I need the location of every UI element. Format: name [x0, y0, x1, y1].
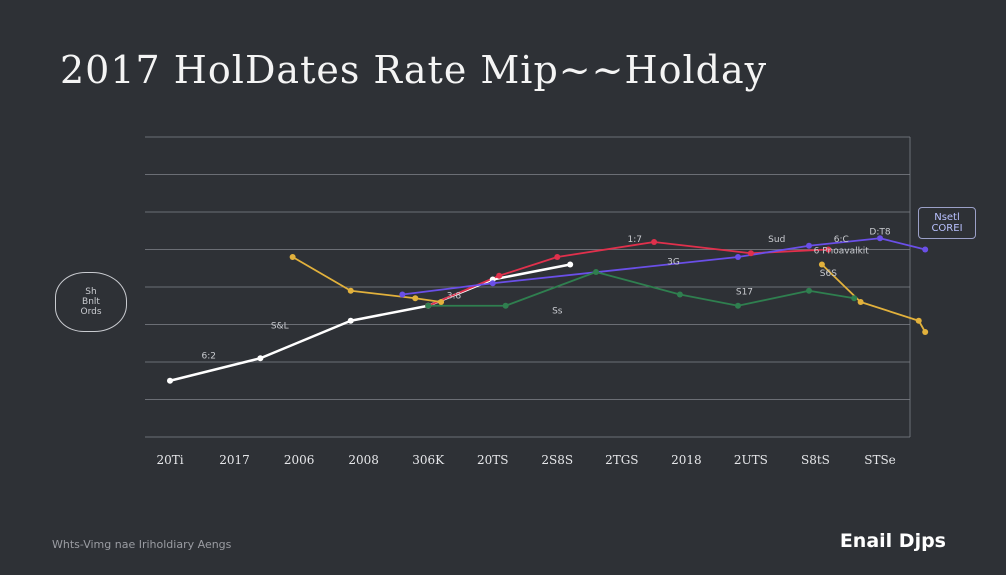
- x-tick-label: 2017: [219, 453, 250, 467]
- data-label: Sud: [768, 235, 785, 245]
- data-point: [818, 261, 825, 268]
- x-tick-label: 2006: [284, 453, 315, 467]
- chart-title: 2017 HolDates Rate Mip~~Holday: [60, 48, 768, 92]
- data-point: [412, 295, 419, 302]
- x-tick-label: 2018: [671, 453, 702, 467]
- annotation-bubble: Sh Bnlt Ords: [55, 272, 127, 332]
- x-tick-label: 20TS: [477, 453, 509, 467]
- data-point: [806, 287, 812, 294]
- data-point: [489, 280, 496, 287]
- data-point: [651, 239, 658, 245]
- data-point: [915, 317, 922, 324]
- data-label: 6:2: [201, 351, 215, 361]
- x-tick-label: 20Ti: [156, 453, 183, 467]
- data-points: [167, 235, 929, 384]
- data-point: [851, 295, 858, 302]
- x-tick-label: 2UTS: [734, 453, 768, 467]
- legend-box: Nsetl COREI: [918, 207, 976, 239]
- data-label: 6 Pnoavalkit: [814, 246, 870, 256]
- data-point: [877, 235, 883, 242]
- x-tick-label: 306K: [412, 453, 445, 467]
- series-line: [402, 237, 926, 296]
- data-label: S6S: [820, 269, 837, 279]
- data-point: [825, 246, 832, 253]
- data-point: [567, 261, 574, 268]
- data-point: [496, 272, 503, 279]
- grid-lines: [145, 136, 911, 438]
- data-point: [857, 299, 864, 305]
- data-point: [257, 355, 264, 362]
- data-point: [676, 291, 683, 298]
- x-tick-label: S8tS: [801, 453, 830, 467]
- data-point: [747, 250, 754, 257]
- data-point: [347, 317, 354, 324]
- data-point: [735, 254, 741, 260]
- data-point: [425, 302, 432, 309]
- data-label: D:T8: [869, 228, 890, 238]
- data-point: [922, 329, 929, 335]
- x-tick-label: 2S8S: [541, 453, 573, 467]
- data-labels: 6:2 S&L 3:8 Ss 1:7 3G Sud S17 S6S 6:C D:T8 6 Pnoava…: [201, 228, 890, 362]
- x-tick-label: STSe: [864, 453, 896, 467]
- series-group: [169, 237, 926, 382]
- x-tick-labels: 20Ti 2017 2006 2008 306K 20TS 2S8S 2TGS 2018 2UTS…: [156, 453, 895, 467]
- series-line: [169, 263, 571, 382]
- data-point: [347, 287, 354, 294]
- data-label: 3G: [667, 258, 680, 268]
- data-point: [502, 302, 509, 309]
- x-tick-label: 2008: [348, 453, 379, 467]
- data-point: [806, 242, 812, 249]
- data-label: S&L: [271, 321, 289, 331]
- series-line: [292, 256, 442, 303]
- data-point: [922, 246, 929, 253]
- data-label: 1:7: [627, 235, 641, 245]
- x-tick-label: 2TGS: [605, 453, 638, 467]
- data-point: [554, 254, 561, 260]
- data-point: [438, 299, 445, 305]
- data-label: 3:8: [447, 291, 462, 301]
- series-line: [821, 263, 926, 333]
- data-label: S17: [736, 288, 753, 298]
- data-point: [289, 254, 296, 260]
- footnote: Whts-Vimg nae Iriholdiary Aengs: [52, 538, 232, 551]
- brand-logo-text: Enail Djps: [839, 530, 946, 552]
- data-label: 6:C: [834, 235, 849, 245]
- data-point: [167, 377, 173, 384]
- data-point: [399, 291, 406, 298]
- data-point: [593, 269, 599, 275]
- data-label: Ss: [552, 306, 563, 316]
- data-point: [735, 302, 741, 309]
